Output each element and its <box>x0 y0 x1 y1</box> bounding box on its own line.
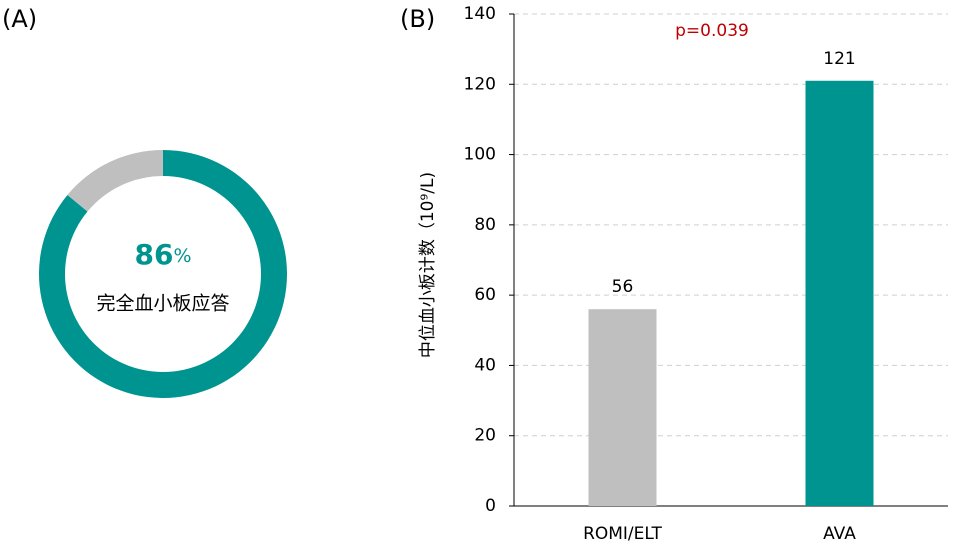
p-value: p=0.039 <box>675 21 749 41</box>
data-label: 121 <box>823 49 855 69</box>
value: 86 <box>134 238 173 271</box>
bar <box>588 309 657 506</box>
bar <box>805 80 874 507</box>
panel-b-label: (B) <box>400 5 435 33</box>
y-tick-label: 100 <box>464 145 496 165</box>
y-tick-label: 140 <box>464 4 496 24</box>
unit: % <box>173 245 191 267</box>
y-tick-label: 80 <box>474 215 496 235</box>
y-tick-label: 20 <box>474 426 496 446</box>
donut-segment <box>67 150 163 212</box>
donut-center-label: 完全血小板应答 <box>96 293 229 315</box>
x-tick-label: AVA <box>823 524 856 544</box>
donut-center-value: 86% <box>134 238 191 271</box>
x-tick-label: ROMI/ELT <box>583 524 662 544</box>
y-tick-label: 0 <box>485 496 496 516</box>
panel-a-label: (A) <box>2 5 37 33</box>
y-tick-label: 120 <box>464 74 496 94</box>
y-tick-label: 40 <box>474 355 496 375</box>
data-label: 56 <box>612 277 634 297</box>
y-tick-label: 60 <box>474 285 496 305</box>
y-axis-label: 中位血小板计数（10⁹/L) <box>418 172 438 358</box>
